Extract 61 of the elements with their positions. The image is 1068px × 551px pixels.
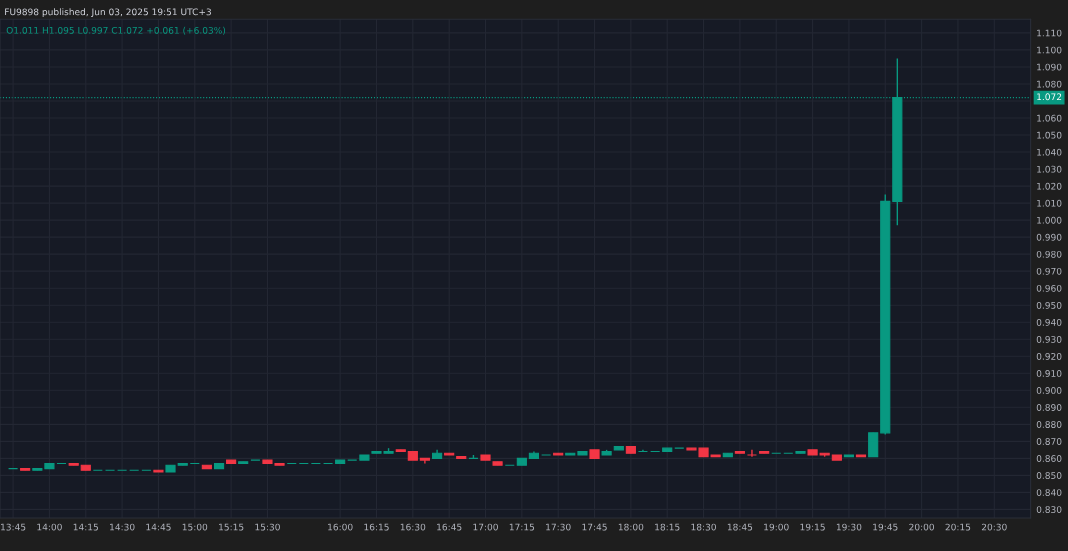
x-tick-label: 17:45	[582, 523, 607, 531]
y-tick-label: 0.940	[1036, 318, 1062, 326]
y-tick-label: 1.040	[1037, 148, 1062, 156]
x-tick-label: 16:15	[364, 523, 389, 531]
candlestick	[746, 449, 758, 458]
x-tick-label: 17:30	[546, 523, 571, 531]
y-tick-label: 1.010	[1037, 199, 1062, 207]
y-tick-label: 0.890	[1036, 404, 1062, 411]
y-tick-label: 0.970	[1036, 267, 1062, 275]
ref-line-label: 1.072	[1037, 93, 1062, 101]
x-tick-label: 18:30	[691, 523, 716, 531]
y-tick-label: 0.860	[1036, 455, 1062, 462]
y-tick-label: 1.020	[1037, 182, 1062, 190]
y-tick-label: 0.830	[1036, 506, 1062, 513]
y-tick-label: 1.050	[1037, 131, 1062, 139]
y-tick-label: 0.950	[1036, 301, 1062, 309]
x-tick-label: 20:15	[945, 523, 971, 531]
y-tick-label: 0.930	[1036, 335, 1062, 343]
x-tick-label: 14:15	[73, 523, 98, 531]
x-tick-label: 17:00	[473, 523, 498, 531]
chart-title: FU9898 published, Jun 03, 2025 19:51 UTC+3	[5, 8, 211, 17]
x-tick-label: 17:15	[509, 523, 535, 531]
x-tick-label: 19:15	[800, 523, 825, 531]
y-tick-label: 0.980	[1036, 250, 1062, 258]
y-tick-label: 0.840	[1036, 489, 1062, 496]
x-tick-label: 20:00	[909, 523, 935, 531]
text: O1.011 H1.095 L0.997 C1.072 +0.061 (+6.03%)	[6, 26, 226, 35]
x-tick-label: 18:15	[655, 523, 680, 531]
y-tick-label: 0.960	[1036, 284, 1062, 292]
x-tick-label: 20:30	[981, 523, 1007, 531]
y-tick-label: 1.100	[1037, 46, 1062, 54]
x-tick-label: 19:00	[764, 523, 789, 531]
y-tick-label: 0.870	[1036, 438, 1062, 445]
y-tick-label: 1.080	[1037, 80, 1062, 88]
y-tick-label: 0.900	[1036, 387, 1062, 394]
y-tick-label: 1.060	[1037, 114, 1062, 122]
x-tick-label: 19:30	[836, 523, 862, 531]
x-tick-label: 14:00	[37, 523, 62, 531]
x-tick-label: 16:45	[437, 523, 462, 531]
y-tick-label: 0.990	[1036, 233, 1062, 241]
y-tick-label: 0.850	[1036, 472, 1062, 479]
y-tick-label: 0.910	[1036, 370, 1062, 377]
candlestick	[868, 432, 879, 458]
x-tick-label: 16:30	[400, 523, 426, 531]
x-tick-label: 18:00	[618, 523, 644, 531]
x-tick-label: 15:30	[255, 523, 280, 531]
x-tick-label: 14:45	[146, 523, 171, 531]
x-tick-label: 19:45	[873, 523, 898, 531]
y-tick-label: 1.000	[1037, 216, 1062, 224]
y-tick-label: 1.030	[1037, 165, 1062, 173]
y-tick-label: 0.880	[1036, 421, 1062, 428]
x-tick-label: 16:00	[328, 523, 353, 531]
y-tick-label: 1.090	[1037, 63, 1062, 71]
x-tick-label: 15:00	[182, 523, 208, 531]
x-tick-label: 15:15	[219, 523, 244, 531]
candlestick	[637, 449, 649, 453]
y-tick-label: 1.110	[1037, 29, 1062, 37]
y-tick-label: 0.920	[1036, 352, 1062, 360]
x-tick-label: 18:45	[727, 523, 753, 531]
x-tick-label: 13:45	[1, 523, 26, 531]
x-tick-label: 14:30	[110, 523, 135, 531]
